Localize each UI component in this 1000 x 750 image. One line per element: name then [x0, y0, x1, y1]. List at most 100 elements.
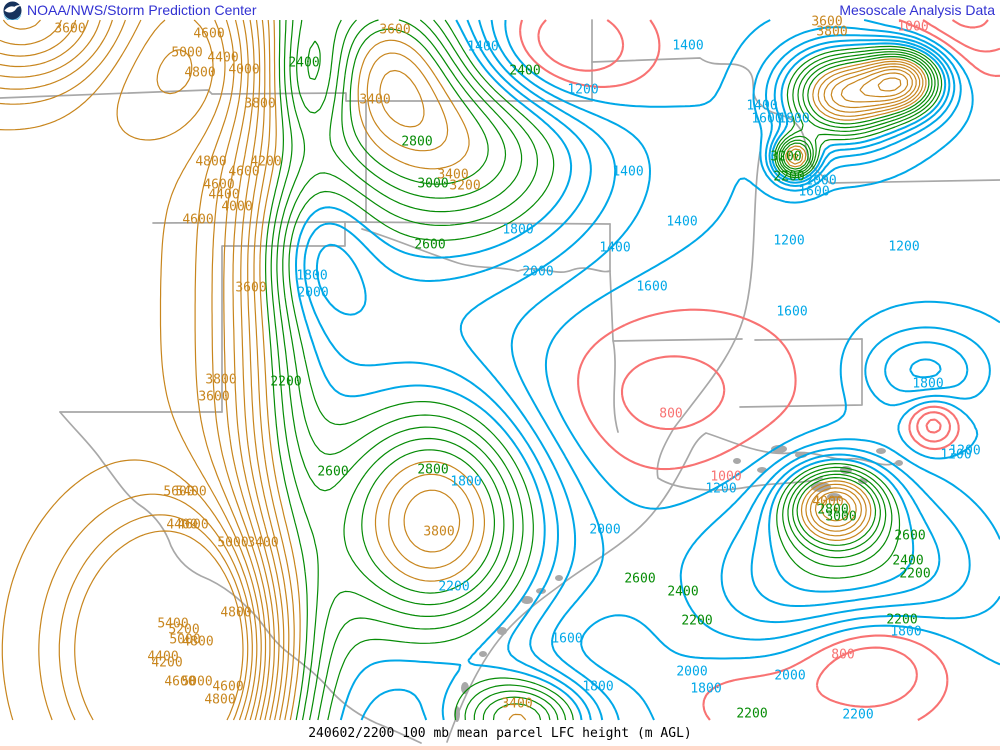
contour-label: 4800	[182, 635, 213, 650]
contour-label: 2200	[773, 170, 804, 185]
contour-label: 800	[831, 648, 854, 663]
contour-label: 2600	[317, 465, 348, 480]
contour-label: 3200	[449, 179, 480, 194]
contour-label: 1400	[612, 165, 643, 180]
contour-label: 1400	[599, 241, 630, 256]
contour-level-5600	[74, 530, 244, 721]
contour-label: 4000	[812, 495, 843, 510]
contour-label: 800	[659, 407, 682, 422]
contour-label: 4000	[221, 200, 252, 215]
contour-label: 2400	[667, 585, 698, 600]
contour-label: 2200	[886, 613, 917, 628]
contour-label: 5000	[181, 675, 212, 690]
contour-label: 1400	[467, 40, 498, 55]
contour-level-3600	[0, 19, 921, 721]
contour-level-4400	[0, 19, 902, 721]
contour-label: 3800	[816, 25, 847, 40]
contour-level-2400	[282, 19, 939, 721]
contour-label: 4200	[250, 155, 281, 170]
contour-label: 3600	[379, 23, 410, 38]
contour-level-4600	[0, 19, 267, 721]
state-borders	[0, 19, 1000, 744]
contour-label: 2400	[892, 554, 923, 569]
contour-label: 2800	[417, 463, 448, 478]
contour-level-1000	[519, 19, 1000, 721]
contour-level-3400	[2, 19, 924, 721]
contour-label: 4200	[151, 656, 182, 671]
contour-label: 3400	[359, 93, 390, 108]
contour-label: 1800	[582, 680, 613, 695]
contour-label: 1200	[567, 83, 598, 98]
contour-label: 1800	[690, 682, 721, 697]
contour-label: 1800	[778, 112, 809, 127]
contour-level-4200	[0, 19, 909, 721]
contour-label: 5400	[175, 485, 206, 500]
contour-label: 4800	[220, 606, 251, 621]
contour-label: 2000	[676, 665, 707, 680]
contour-label: 5000	[217, 536, 248, 551]
contour-label: 3000	[417, 177, 448, 192]
contour-label: 2200	[438, 580, 469, 595]
contour-label: 5000	[169, 633, 200, 648]
contour-level-1400	[490, 19, 1000, 721]
map-caption: 240602/2200 100 mb mean parcel LFC heigh…	[308, 726, 692, 741]
contour-level-3200	[259, 19, 927, 721]
contour-level-1200	[504, 19, 1000, 721]
contour-label: 4600	[203, 178, 234, 193]
contour-level-5400	[58, 514, 249, 721]
contour-label: 1600	[551, 632, 582, 647]
contour-label: 3200	[770, 150, 801, 165]
contour-label: 5400	[157, 617, 188, 632]
contour-level-5200	[38, 49, 253, 721]
contour-label: 3600	[235, 281, 266, 296]
contour-label: 1800	[502, 223, 533, 238]
contour-level-4800	[0, 19, 262, 721]
contour-label: 1800	[296, 269, 327, 284]
noaa-logo-icon	[3, 1, 22, 20]
contour-label: 2400	[509, 64, 540, 79]
contour-label: 2000	[589, 523, 620, 538]
contour-label: 2200	[842, 708, 873, 723]
contour-level-4000	[0, 19, 913, 721]
contour-label: 1800	[912, 377, 943, 392]
contour-label: 2600	[624, 572, 655, 587]
contour-label: 2800	[817, 503, 848, 518]
page-header: NOAA/NWS/Storm Prediction Center Mesosca…	[0, 0, 1000, 20]
contour-level-1800	[303, 19, 951, 721]
contour-label: 2200	[681, 614, 712, 629]
contour-level-3800	[0, 19, 917, 721]
contour-label: 2000	[297, 286, 328, 301]
contour-label: 1200	[949, 444, 980, 459]
contour-label: 3800	[205, 373, 236, 388]
contour-label: 4800	[195, 155, 226, 170]
contour-label: 4400	[207, 51, 238, 66]
contour-label: 3600	[198, 390, 229, 405]
contour-label: 1200	[940, 448, 971, 463]
contour-level-2000	[295, 19, 947, 721]
contour-label: 3400	[437, 168, 468, 183]
contour-label: 1800	[890, 625, 921, 640]
contour-label: 3800	[244, 97, 275, 112]
contour-level-1600	[315, 19, 971, 721]
contour-label: 2400	[288, 56, 319, 71]
contour-label: 3400	[501, 697, 532, 712]
contour-level-600	[925, 19, 989, 434]
contour-level-2200	[288, 19, 943, 721]
contour-label: 4000	[228, 63, 259, 78]
contour-label: 1600	[798, 185, 829, 200]
contour-label: 2000	[522, 265, 553, 280]
contour-label: 4800	[204, 693, 235, 708]
contour-lines	[0, 19, 1000, 721]
contour-label: 5200	[168, 623, 199, 638]
contour-label: 3400	[247, 536, 278, 551]
contour-label: 4800	[184, 66, 215, 81]
contour-label: 1400	[746, 99, 777, 114]
contour-label: 4600	[228, 165, 259, 180]
contour-label: 4400	[147, 650, 178, 665]
bottom-strip	[0, 746, 1000, 750]
contour-label: 1200	[888, 240, 919, 255]
contour-label: 1400	[672, 39, 703, 54]
contour-label: 1600	[776, 305, 807, 320]
